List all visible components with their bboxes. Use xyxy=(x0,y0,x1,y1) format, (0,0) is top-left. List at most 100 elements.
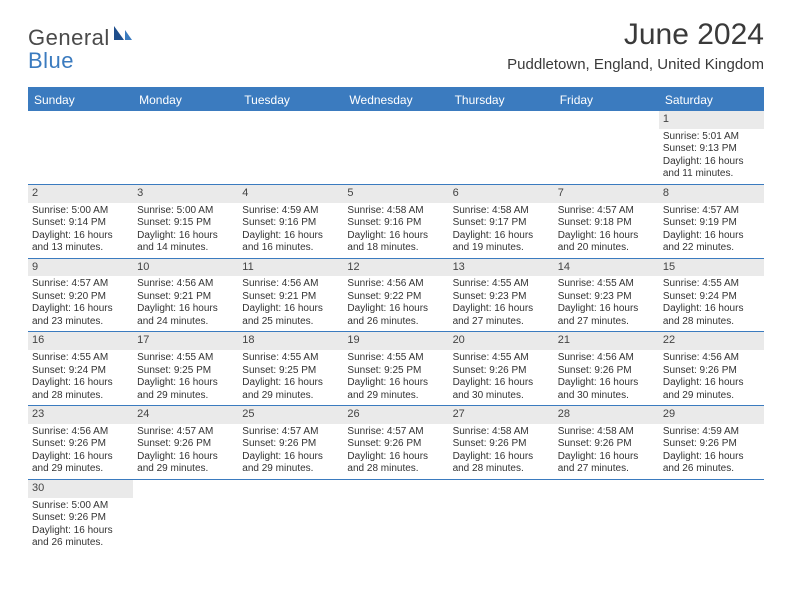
day-number: 21 xyxy=(554,332,659,350)
day-number: 12 xyxy=(343,259,448,277)
day-body: Sunrise: 5:00 AMSunset: 9:14 PMDaylight:… xyxy=(28,203,133,258)
daylight-text: Daylight: 16 hours and 18 minutes. xyxy=(347,230,444,255)
sunrise-text: Sunrise: 4:58 AM xyxy=(453,426,550,439)
sunset-text: Sunset: 9:26 PM xyxy=(347,438,444,451)
sunrise-text: Sunrise: 4:59 AM xyxy=(663,426,760,439)
day-body: Sunrise: 4:57 AMSunset: 9:26 PMDaylight:… xyxy=(238,424,343,479)
sunset-text: Sunset: 9:26 PM xyxy=(453,438,550,451)
sunset-text: Sunset: 9:26 PM xyxy=(32,438,129,451)
day-body: Sunrise: 5:01 AMSunset: 9:13 PMDaylight:… xyxy=(659,129,764,184)
sunset-text: Sunset: 9:20 PM xyxy=(32,291,129,304)
sunset-text: Sunset: 9:26 PM xyxy=(137,438,234,451)
day-body: Sunrise: 4:55 AMSunset: 9:25 PMDaylight:… xyxy=(343,350,448,405)
week-row: 9Sunrise: 4:57 AMSunset: 9:20 PMDaylight… xyxy=(28,259,764,333)
sunset-text: Sunset: 9:24 PM xyxy=(32,365,129,378)
day-number: 27 xyxy=(449,406,554,424)
logo-text-general: General xyxy=(28,25,110,51)
sunset-text: Sunset: 9:25 PM xyxy=(347,365,444,378)
day-body: Sunrise: 5:00 AMSunset: 9:26 PMDaylight:… xyxy=(28,498,133,553)
day-body: Sunrise: 4:57 AMSunset: 9:19 PMDaylight:… xyxy=(659,203,764,258)
daylight-text: Daylight: 16 hours and 11 minutes. xyxy=(663,156,760,181)
day-body: Sunrise: 5:00 AMSunset: 9:15 PMDaylight:… xyxy=(133,203,238,258)
sunrise-text: Sunrise: 4:55 AM xyxy=(453,352,550,365)
daylight-text: Daylight: 16 hours and 16 minutes. xyxy=(242,230,339,255)
sunrise-text: Sunrise: 4:58 AM xyxy=(453,205,550,218)
sunset-text: Sunset: 9:26 PM xyxy=(453,365,550,378)
day-number: 9 xyxy=(28,259,133,277)
sunrise-text: Sunrise: 4:56 AM xyxy=(558,352,655,365)
day-body: Sunrise: 4:55 AMSunset: 9:25 PMDaylight:… xyxy=(238,350,343,405)
day-number: 30 xyxy=(28,480,133,498)
sunrise-text: Sunrise: 5:00 AM xyxy=(32,500,129,513)
day-body: Sunrise: 4:55 AMSunset: 9:23 PMDaylight:… xyxy=(449,276,554,331)
day-cell: 22Sunrise: 4:56 AMSunset: 9:26 PMDayligh… xyxy=(659,332,764,405)
day-cell: 23Sunrise: 4:56 AMSunset: 9:26 PMDayligh… xyxy=(28,406,133,479)
day-number: 18 xyxy=(238,332,343,350)
empty-cell xyxy=(133,480,238,553)
empty-cell xyxy=(659,480,764,553)
day-number: 16 xyxy=(28,332,133,350)
empty-cell xyxy=(133,111,238,184)
empty-cell xyxy=(554,111,659,184)
header: General June 2024 Puddletown, England, U… xyxy=(0,0,792,81)
day-cell: 11Sunrise: 4:56 AMSunset: 9:21 PMDayligh… xyxy=(238,259,343,332)
daylight-text: Daylight: 16 hours and 26 minutes. xyxy=(347,303,444,328)
day-cell: 25Sunrise: 4:57 AMSunset: 9:26 PMDayligh… xyxy=(238,406,343,479)
sunrise-text: Sunrise: 4:59 AM xyxy=(242,205,339,218)
day-body: Sunrise: 4:58 AMSunset: 9:26 PMDaylight:… xyxy=(554,424,659,479)
day-body: Sunrise: 4:57 AMSunset: 9:26 PMDaylight:… xyxy=(343,424,448,479)
sunset-text: Sunset: 9:26 PM xyxy=(242,438,339,451)
day-number: 22 xyxy=(659,332,764,350)
day-header-sunday: Sunday xyxy=(28,89,133,111)
sunset-text: Sunset: 9:25 PM xyxy=(137,365,234,378)
week-row: 23Sunrise: 4:56 AMSunset: 9:26 PMDayligh… xyxy=(28,406,764,480)
day-cell: 28Sunrise: 4:58 AMSunset: 9:26 PMDayligh… xyxy=(554,406,659,479)
empty-cell xyxy=(238,111,343,184)
sunrise-text: Sunrise: 4:55 AM xyxy=(32,352,129,365)
day-body: Sunrise: 4:55 AMSunset: 9:24 PMDaylight:… xyxy=(28,350,133,405)
sunset-text: Sunset: 9:16 PM xyxy=(242,217,339,230)
sunrise-text: Sunrise: 4:58 AM xyxy=(347,205,444,218)
day-body: Sunrise: 4:56 AMSunset: 9:21 PMDaylight:… xyxy=(238,276,343,331)
day-number: 2 xyxy=(28,185,133,203)
sunset-text: Sunset: 9:14 PM xyxy=(32,217,129,230)
sunrise-text: Sunrise: 4:57 AM xyxy=(242,426,339,439)
daylight-text: Daylight: 16 hours and 29 minutes. xyxy=(347,377,444,402)
day-number: 20 xyxy=(449,332,554,350)
calendar: SundayMondayTuesdayWednesdayThursdayFrid… xyxy=(28,87,764,553)
sunrise-text: Sunrise: 5:00 AM xyxy=(32,205,129,218)
daylight-text: Daylight: 16 hours and 27 minutes. xyxy=(558,303,655,328)
day-body: Sunrise: 4:55 AMSunset: 9:23 PMDaylight:… xyxy=(554,276,659,331)
sunrise-text: Sunrise: 5:00 AM xyxy=(137,205,234,218)
day-number: 11 xyxy=(238,259,343,277)
daylight-text: Daylight: 16 hours and 25 minutes. xyxy=(242,303,339,328)
sunset-text: Sunset: 9:18 PM xyxy=(558,217,655,230)
empty-cell xyxy=(28,111,133,184)
day-cell: 30Sunrise: 5:00 AMSunset: 9:26 PMDayligh… xyxy=(28,480,133,553)
sunrise-text: Sunrise: 4:55 AM xyxy=(558,278,655,291)
day-cell: 12Sunrise: 4:56 AMSunset: 9:22 PMDayligh… xyxy=(343,259,448,332)
week-row: 30Sunrise: 5:00 AMSunset: 9:26 PMDayligh… xyxy=(28,480,764,553)
sunset-text: Sunset: 9:26 PM xyxy=(558,438,655,451)
sunrise-text: Sunrise: 4:57 AM xyxy=(137,426,234,439)
day-cell: 24Sunrise: 4:57 AMSunset: 9:26 PMDayligh… xyxy=(133,406,238,479)
sunrise-text: Sunrise: 4:56 AM xyxy=(32,426,129,439)
sunset-text: Sunset: 9:24 PM xyxy=(663,291,760,304)
empty-cell xyxy=(343,111,448,184)
sunrise-text: Sunrise: 4:55 AM xyxy=(137,352,234,365)
daylight-text: Daylight: 16 hours and 13 minutes. xyxy=(32,230,129,255)
day-cell: 1Sunrise: 5:01 AMSunset: 9:13 PMDaylight… xyxy=(659,111,764,184)
daylight-text: Daylight: 16 hours and 28 minutes. xyxy=(347,451,444,476)
day-number: 17 xyxy=(133,332,238,350)
day-header-row: SundayMondayTuesdayWednesdayThursdayFrid… xyxy=(28,89,764,111)
day-header-wednesday: Wednesday xyxy=(343,89,448,111)
day-body: Sunrise: 4:57 AMSunset: 9:20 PMDaylight:… xyxy=(28,276,133,331)
day-cell: 27Sunrise: 4:58 AMSunset: 9:26 PMDayligh… xyxy=(449,406,554,479)
sunrise-text: Sunrise: 4:57 AM xyxy=(558,205,655,218)
day-cell: 21Sunrise: 4:56 AMSunset: 9:26 PMDayligh… xyxy=(554,332,659,405)
day-number: 15 xyxy=(659,259,764,277)
day-number: 8 xyxy=(659,185,764,203)
daylight-text: Daylight: 16 hours and 28 minutes. xyxy=(663,303,760,328)
week-row: 2Sunrise: 5:00 AMSunset: 9:14 PMDaylight… xyxy=(28,185,764,259)
day-cell: 19Sunrise: 4:55 AMSunset: 9:25 PMDayligh… xyxy=(343,332,448,405)
